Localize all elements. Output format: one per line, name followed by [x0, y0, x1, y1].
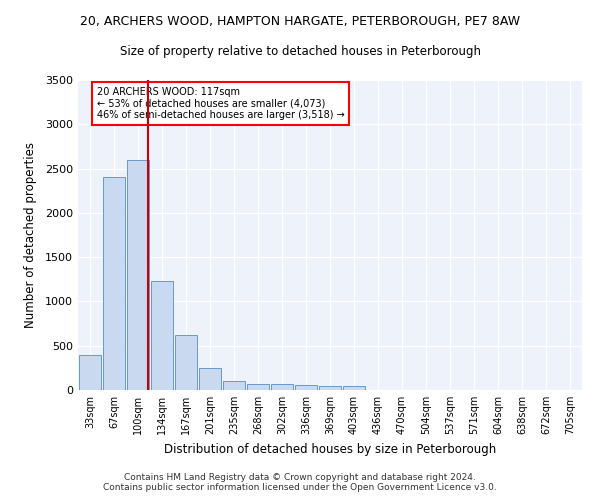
- Text: 20 ARCHERS WOOD: 117sqm
← 53% of detached houses are smaller (4,073)
46% of semi: 20 ARCHERS WOOD: 117sqm ← 53% of detache…: [97, 87, 344, 120]
- Y-axis label: Number of detached properties: Number of detached properties: [23, 142, 37, 328]
- Bar: [175, 335, 197, 390]
- Bar: [295, 385, 317, 390]
- Text: Contains HM Land Registry data © Crown copyright and database right 2024.
Contai: Contains HM Land Registry data © Crown c…: [103, 473, 497, 492]
- Bar: [223, 380, 245, 390]
- Bar: [343, 386, 365, 390]
- Bar: [199, 368, 221, 390]
- Bar: [151, 281, 173, 390]
- Text: 20, ARCHERS WOOD, HAMPTON HARGATE, PETERBOROUGH, PE7 8AW: 20, ARCHERS WOOD, HAMPTON HARGATE, PETER…: [80, 15, 520, 28]
- Text: Size of property relative to detached houses in Peterborough: Size of property relative to detached ho…: [119, 45, 481, 58]
- Bar: [271, 384, 293, 390]
- Bar: [319, 386, 341, 390]
- Bar: [127, 160, 149, 390]
- Bar: [103, 178, 125, 390]
- Bar: [247, 384, 269, 390]
- Bar: [79, 356, 101, 390]
- X-axis label: Distribution of detached houses by size in Peterborough: Distribution of detached houses by size …: [164, 442, 496, 456]
